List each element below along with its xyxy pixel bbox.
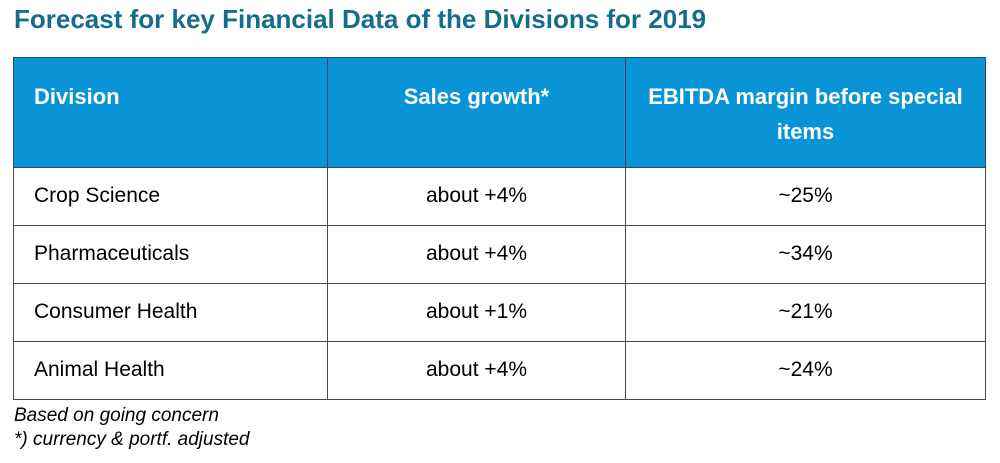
sales-growth-cell: about +4%: [327, 224, 626, 284]
division-cell: Pharmaceuticals: [13, 224, 328, 284]
ebitda-margin-cell: ~25%: [625, 166, 986, 226]
table-row: Crop Science about +4% ~25%: [13, 166, 986, 226]
footnote-currency-adjusted: *) currency & portf. adjusted: [14, 428, 250, 450]
division-cell: Consumer Health: [13, 282, 328, 342]
forecast-table: Division Sales growth* EBITDA margin bef…: [13, 56, 986, 400]
sales-growth-cell: about +4%: [327, 340, 626, 400]
table-row: Pharmaceuticals about +4% ~34%: [13, 224, 986, 284]
footnote-going-concern: Based on going concern: [14, 404, 219, 426]
division-cell: Animal Health: [13, 340, 328, 400]
footnotes: Based on going concern *) currency & por…: [14, 404, 1000, 452]
ebitda-margin-cell: ~21%: [625, 282, 986, 342]
division-cell: Crop Science: [13, 166, 328, 226]
ebitda-margin-cell: ~24%: [625, 340, 986, 400]
column-header-ebitda-margin: EBITDA margin before special items: [625, 56, 986, 168]
column-header-sales-growth: Sales growth*: [327, 56, 626, 168]
table-row: Animal Health about +4% ~24%: [13, 340, 986, 400]
table-body: Crop Science about +4% ~25% Pharmaceuticals…: [13, 166, 986, 400]
header-row: Division Sales growth* EBITDA margin bef…: [13, 56, 986, 168]
page-title: Forecast for key Financial Data of the D…: [14, 4, 707, 34]
column-header-division: Division: [13, 56, 328, 168]
sales-growth-cell: about +4%: [327, 166, 626, 226]
table-header: Division Sales growth* EBITDA margin bef…: [13, 56, 986, 168]
table-row: Consumer Health about +1% ~21%: [13, 282, 986, 342]
ebitda-margin-cell: ~34%: [625, 224, 986, 284]
sales-growth-cell: about +1%: [327, 282, 626, 342]
